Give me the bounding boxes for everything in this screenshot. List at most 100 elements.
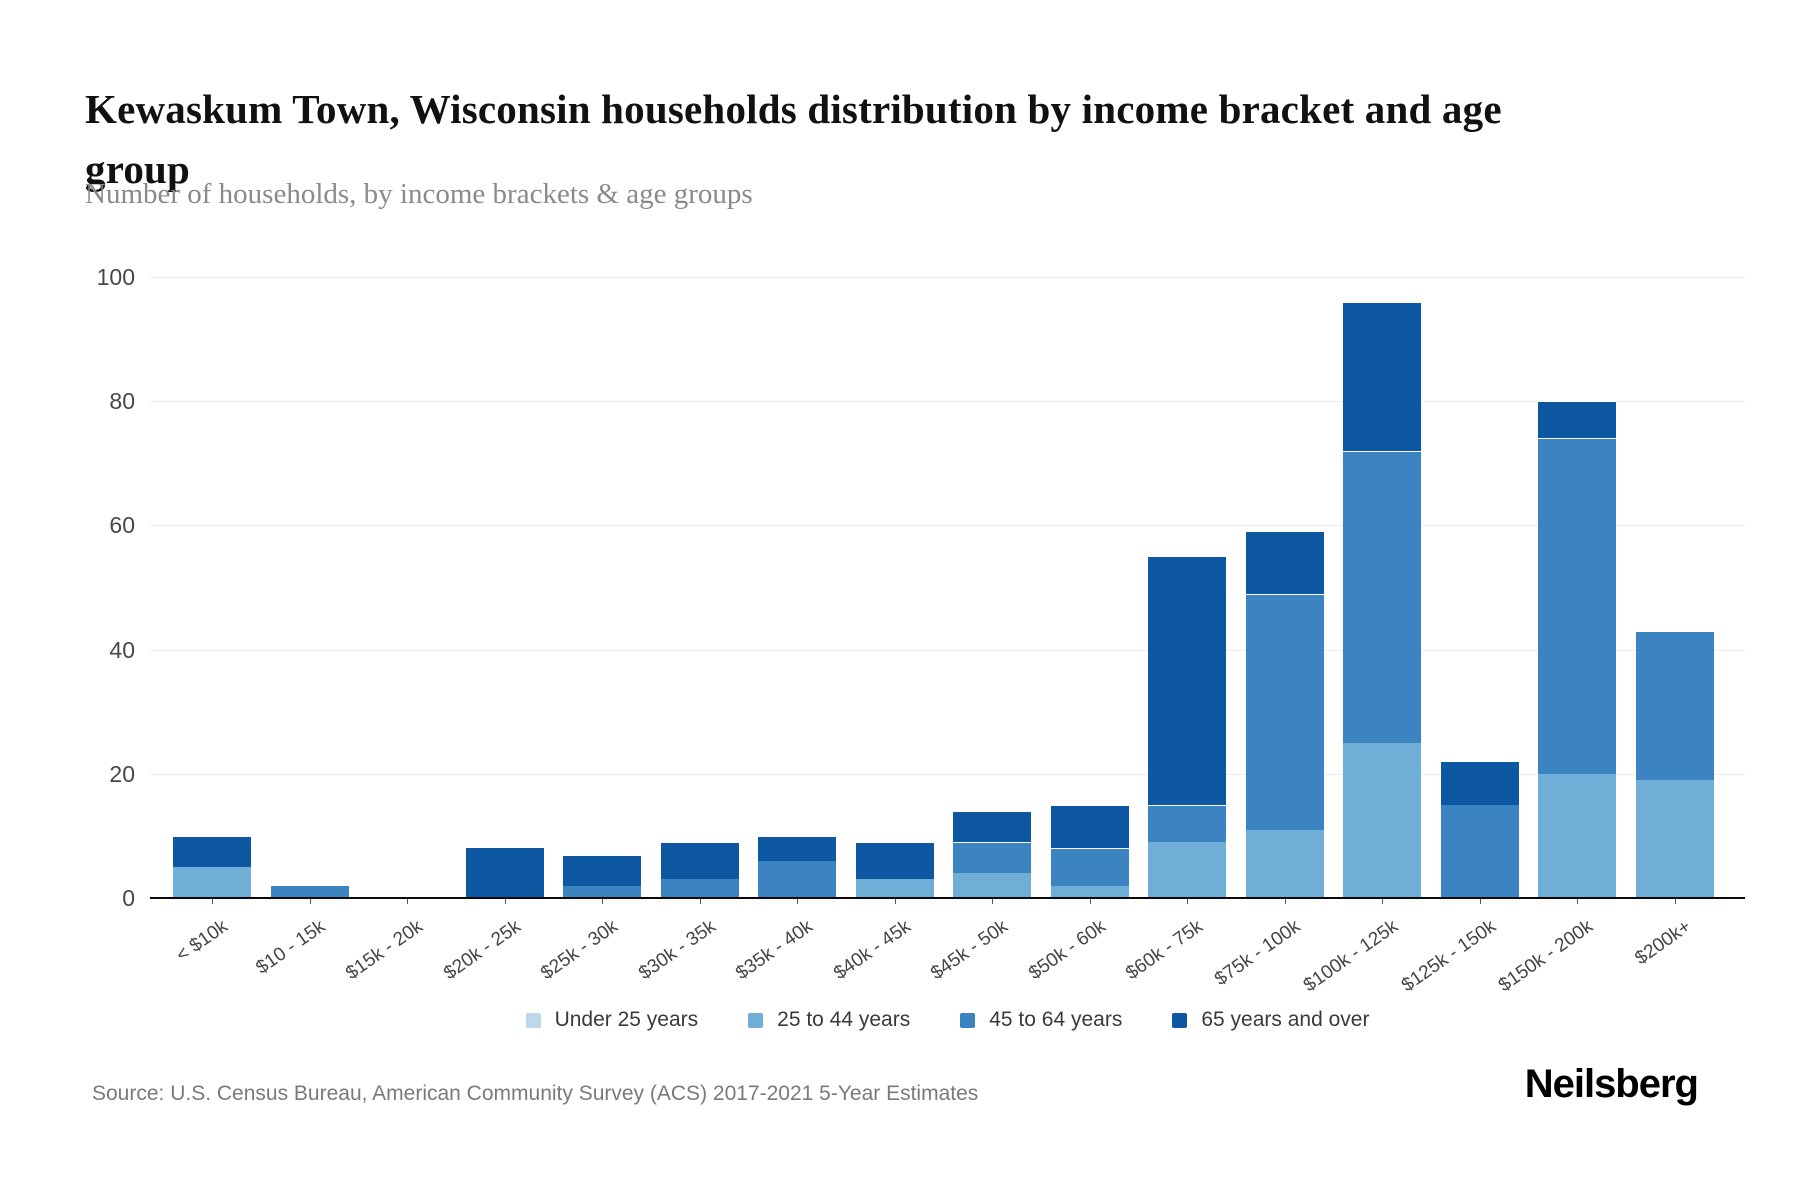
gridline-y-20	[150, 773, 1745, 775]
bar-200k	[1635, 0, 1714, 898]
x-axis-tick	[1089, 898, 1091, 904]
legend-swatch-icon	[748, 1012, 764, 1028]
bar-segment[interactable]	[173, 835, 251, 867]
bar-segment[interactable]	[1343, 301, 1421, 451]
bar-20k-25k	[465, 0, 544, 898]
bar-segment[interactable]	[758, 860, 836, 898]
bar-30k-35k	[660, 0, 739, 898]
x-axis-line	[150, 897, 1745, 899]
bar-segment[interactable]	[953, 873, 1031, 898]
legend-label: 45 to 64 years	[989, 1008, 1123, 1031]
legend-item-45-to-64-years[interactable]: 45 to 64 years	[960, 1008, 1122, 1032]
x-axis-tick-label: $45k - 50k	[927, 916, 1013, 985]
x-axis-tick	[504, 898, 506, 904]
bar-45k-50k	[953, 0, 1031, 898]
bar-segment[interactable]	[1538, 401, 1616, 439]
bar-60k-75k	[1148, 0, 1226, 898]
legend-swatch-icon	[525, 1012, 541, 1028]
x-axis-tick-label: $25k - 30k	[537, 916, 623, 985]
bar-segment[interactable]	[563, 854, 641, 886]
bar-segment[interactable]	[270, 885, 349, 898]
bar-segment[interactable]	[1635, 779, 1714, 898]
gridline-y-60	[150, 525, 1745, 527]
x-axis-tick-label: $40k - 45k	[829, 916, 915, 985]
bar-segment[interactable]	[1440, 761, 1519, 805]
bar-segment[interactable]	[1148, 842, 1226, 898]
bar-segment[interactable]	[1343, 742, 1421, 898]
x-axis-tick	[1577, 898, 1578, 904]
bar-segment[interactable]	[1050, 804, 1129, 849]
bar-segment[interactable]	[173, 866, 251, 898]
legend-swatch-icon	[960, 1012, 976, 1028]
x-axis-tick	[1187, 898, 1188, 904]
x-axis-tick	[797, 898, 798, 904]
x-axis-tick	[1674, 898, 1676, 904]
bar-segment[interactable]	[1538, 438, 1616, 774]
x-axis-tick-label: $125k - 150k	[1397, 916, 1500, 997]
neilsberg-logo[interactable]: Neilsberg	[1524, 1062, 1699, 1106]
bar-segment[interactable]	[1050, 885, 1129, 898]
bar-40k-45k	[855, 0, 934, 898]
bar-segment[interactable]	[660, 879, 739, 898]
legend-item-65-years-and-over[interactable]: 65 years and over	[1172, 1008, 1369, 1032]
x-axis-tick-label: $200k+	[1630, 916, 1695, 970]
chart-legend: Under 25 years 25 to 44 years 45 to 64 yea…	[150, 1008, 1745, 1032]
y-axis-tick-label: 40	[109, 636, 135, 663]
bar-segment[interactable]	[758, 835, 836, 861]
x-axis-tick	[1284, 898, 1286, 904]
bar-35k-40k	[758, 0, 836, 898]
legend-label: 25 to 44 years	[777, 1008, 911, 1031]
x-axis-tick	[1382, 898, 1383, 904]
bar-100k-125k	[1343, 0, 1421, 898]
x-axis-tick-label: $35k - 40k	[732, 916, 818, 985]
bar-segment[interactable]	[1440, 804, 1519, 898]
x-axis-tick	[212, 898, 213, 904]
bar-50k-60k	[1050, 0, 1129, 898]
legend-item-under-25-years[interactable]: Under 25 years	[525, 1008, 699, 1032]
y-axis-tick-label: 20	[109, 760, 135, 787]
bar-125k-150k	[1440, 0, 1519, 898]
x-axis-tick	[407, 898, 408, 904]
x-axis-tick-label: $30k - 35k	[634, 916, 720, 985]
bar-segment[interactable]	[1148, 556, 1226, 805]
bar-segment[interactable]	[563, 885, 641, 898]
x-axis-tick-label: $100k - 125k	[1300, 916, 1403, 997]
bar-25k-30k	[563, 0, 641, 898]
x-axis-tick	[992, 898, 993, 904]
legend-label: Under 25 years	[554, 1008, 699, 1031]
bar-segment[interactable]	[1245, 593, 1324, 830]
bar-segment[interactable]	[1245, 829, 1324, 898]
bar-segment[interactable]	[660, 842, 739, 880]
bar-150k-200k	[1538, 0, 1616, 898]
y-axis-tick-label: 60	[109, 512, 135, 539]
x-axis-tick	[699, 898, 701, 904]
bar-75k-100k	[1245, 0, 1324, 898]
bar-segment[interactable]	[953, 811, 1031, 843]
bar-segment[interactable]	[1635, 630, 1714, 780]
bar-segment[interactable]	[953, 842, 1031, 874]
page-title: Kewaskum Town, Wisconsin households dist…	[85, 86, 1502, 193]
x-axis-tick-label: $20k - 25k	[439, 916, 525, 985]
x-axis-tick-label: $150k - 200k	[1495, 916, 1598, 997]
y-axis-tick-label: 100	[96, 263, 135, 290]
y-axis-tick-label: 80	[109, 388, 135, 414]
y-axis-tick-label: 0	[122, 885, 135, 911]
bar-segment[interactable]	[1538, 773, 1616, 898]
legend-item-25-to-44-years[interactable]: 25 to 44 years	[748, 1008, 910, 1032]
bar-segment[interactable]	[1148, 804, 1226, 843]
bar-segment[interactable]	[855, 879, 934, 898]
bar-segment[interactable]	[1245, 531, 1324, 594]
x-axis-tick	[602, 898, 603, 904]
gridline-y-80	[150, 401, 1745, 402]
x-axis-tick-label: $60k - 75k	[1122, 916, 1208, 985]
bar-segment[interactable]	[1343, 450, 1421, 743]
x-axis-tick-label: $10 - 15k	[252, 916, 330, 979]
bar-segment[interactable]	[855, 842, 934, 880]
bar-10k	[173, 0, 251, 898]
x-axis-tick	[1479, 898, 1481, 904]
legend-swatch-icon	[1172, 1012, 1188, 1028]
x-axis-tick	[309, 898, 311, 904]
bar-segment[interactable]	[465, 848, 544, 898]
bar-segment[interactable]	[1050, 848, 1129, 886]
